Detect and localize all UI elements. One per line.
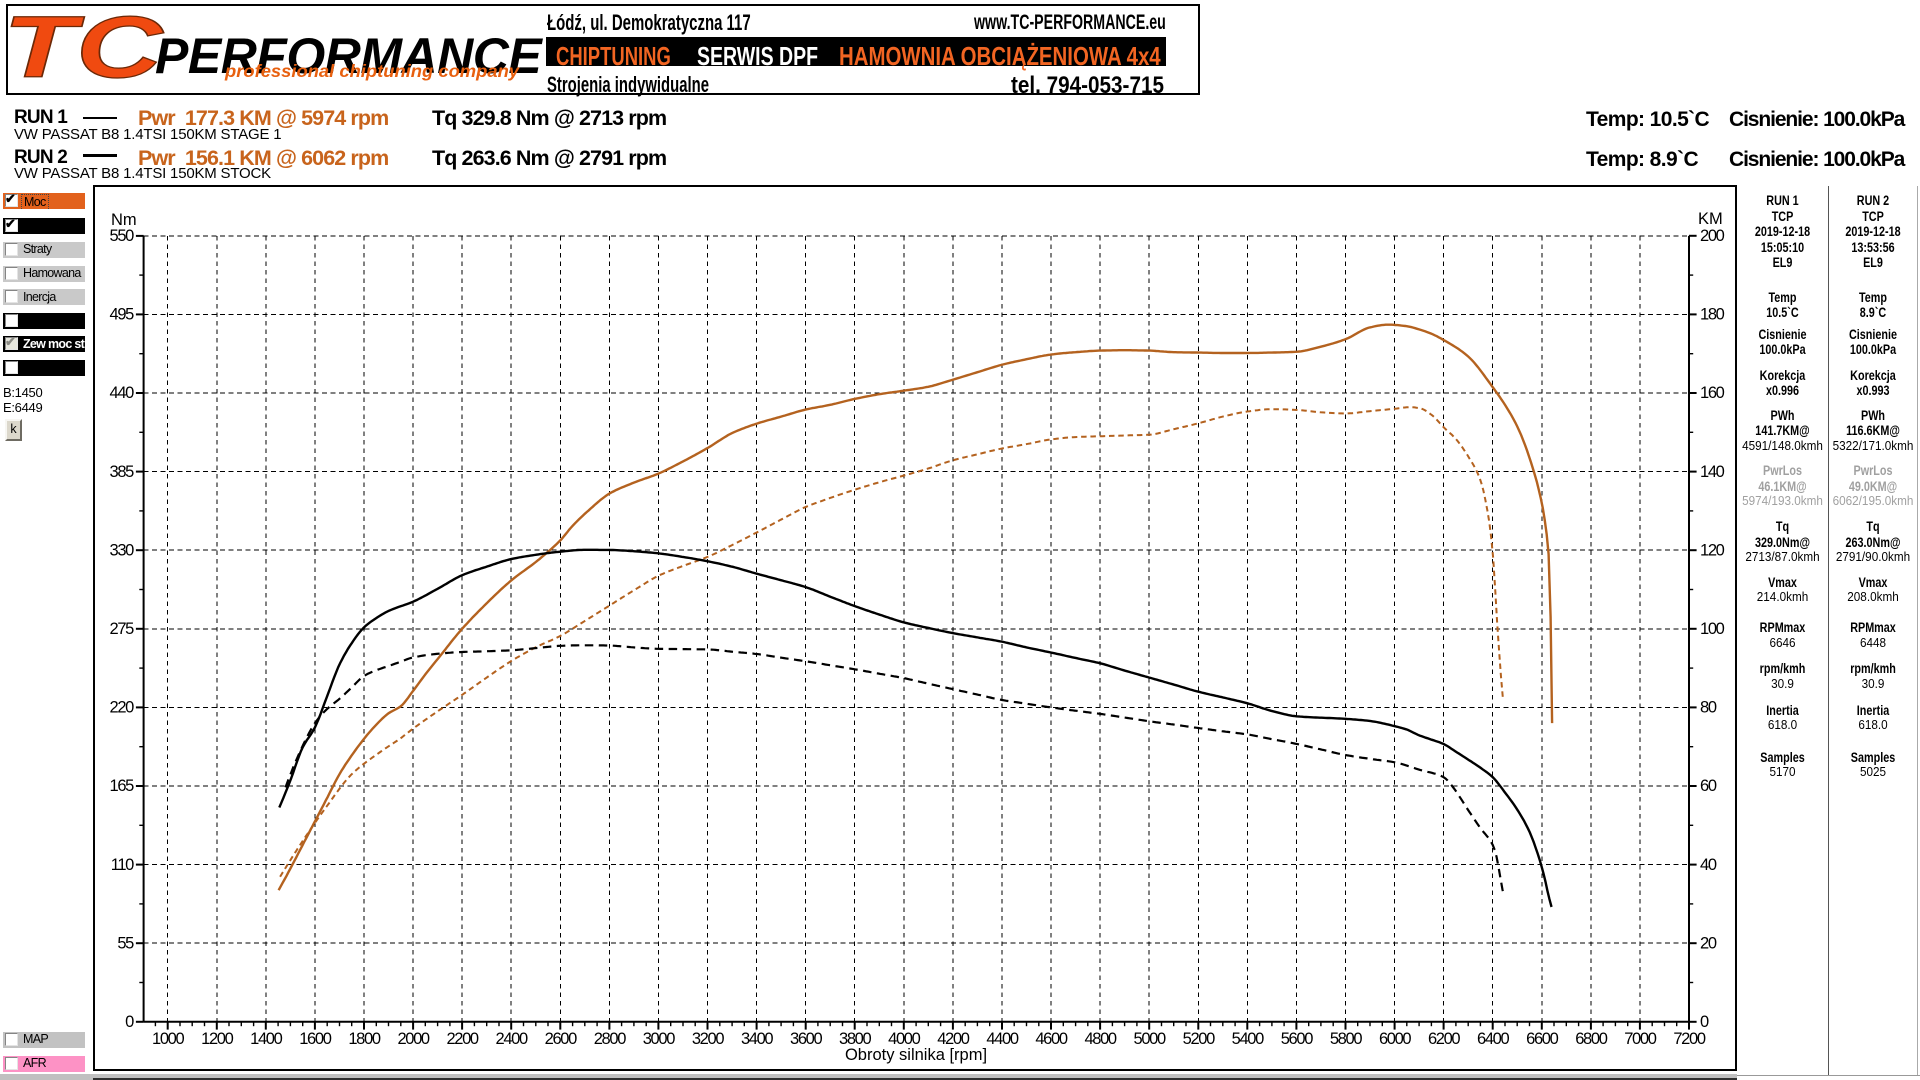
svg-text:3800: 3800 (839, 1030, 871, 1048)
svg-text:1000: 1000 (152, 1030, 184, 1048)
svg-text:120: 120 (1700, 541, 1725, 559)
svg-text:4400: 4400 (986, 1030, 1018, 1048)
svg-text:5400: 5400 (1232, 1030, 1264, 1048)
svg-text:0: 0 (125, 1013, 134, 1031)
svg-text:2600: 2600 (545, 1030, 577, 1048)
svg-text:2400: 2400 (496, 1030, 528, 1048)
svg-text:7200: 7200 (1673, 1030, 1705, 1048)
svg-text:60: 60 (1700, 777, 1717, 795)
svg-text:6000: 6000 (1379, 1030, 1411, 1048)
svg-text:330: 330 (110, 541, 135, 559)
svg-text:2800: 2800 (594, 1030, 626, 1048)
svg-text:1800: 1800 (348, 1030, 380, 1048)
svg-text:7000: 7000 (1624, 1030, 1656, 1048)
svg-text:6800: 6800 (1575, 1030, 1607, 1048)
svg-text:385: 385 (110, 463, 135, 481)
svg-text:440: 440 (110, 384, 135, 402)
svg-text:20: 20 (1700, 934, 1717, 952)
svg-text:160: 160 (1700, 384, 1725, 402)
svg-text:5800: 5800 (1330, 1030, 1362, 1048)
svg-text:275: 275 (110, 620, 135, 638)
svg-text:Obroty silnika [rpm]: Obroty silnika [rpm] (845, 1046, 987, 1064)
svg-text:80: 80 (1700, 699, 1717, 717)
svg-text:110: 110 (111, 856, 134, 874)
svg-text:6200: 6200 (1428, 1030, 1460, 1048)
svg-text:165: 165 (110, 777, 135, 795)
svg-text:3400: 3400 (741, 1030, 773, 1048)
svg-text:3000: 3000 (643, 1030, 675, 1048)
svg-text:495: 495 (110, 306, 135, 324)
svg-text:200: 200 (1700, 227, 1725, 245)
svg-text:KM: KM (1698, 210, 1723, 228)
svg-text:4600: 4600 (1035, 1030, 1067, 1048)
svg-text:5600: 5600 (1281, 1030, 1313, 1048)
svg-text:1200: 1200 (201, 1030, 233, 1048)
svg-text:Nm: Nm (111, 211, 137, 229)
svg-text:220: 220 (110, 699, 135, 717)
svg-text:4800: 4800 (1084, 1030, 1116, 1048)
svg-text:550: 550 (110, 227, 135, 245)
svg-text:4200: 4200 (937, 1030, 969, 1048)
svg-text:5000: 5000 (1134, 1030, 1166, 1048)
svg-text:5200: 5200 (1183, 1030, 1215, 1048)
svg-text:4000: 4000 (888, 1030, 920, 1048)
svg-text:6400: 6400 (1477, 1030, 1509, 1048)
svg-text:140: 140 (1700, 463, 1725, 481)
svg-text:1600: 1600 (299, 1030, 331, 1048)
svg-text:3600: 3600 (790, 1030, 822, 1048)
svg-text:2200: 2200 (446, 1030, 478, 1048)
svg-text:55: 55 (117, 934, 134, 952)
svg-text:6600: 6600 (1526, 1030, 1558, 1048)
svg-text:3200: 3200 (692, 1030, 724, 1048)
svg-text:2000: 2000 (397, 1030, 429, 1048)
svg-text:100: 100 (1700, 620, 1725, 638)
svg-text:0: 0 (1700, 1013, 1709, 1031)
svg-text:40: 40 (1700, 856, 1717, 874)
svg-text:1400: 1400 (250, 1030, 282, 1048)
svg-text:180: 180 (1700, 306, 1725, 324)
